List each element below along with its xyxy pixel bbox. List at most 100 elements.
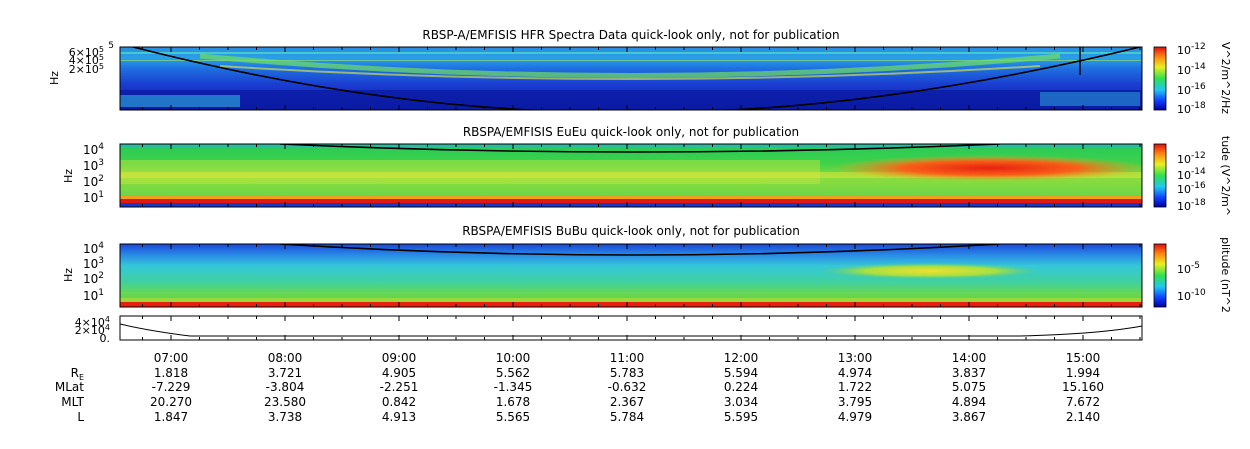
panel1-ytick-0: 6×10	[69, 46, 99, 59]
time-label: 14:00	[952, 351, 987, 365]
ephemeris-value: 3.837	[952, 366, 986, 380]
ephemeris-value: 4.974	[838, 366, 872, 380]
ephemeris-value: 5.783	[610, 366, 644, 380]
svg-text:10-12: 10-12	[1177, 151, 1206, 166]
ephemeris-value: 4.979	[838, 410, 872, 424]
panel2-title: RBSPA/EMFISIS EuEu quick-look only, not …	[463, 125, 799, 139]
ephemeris-value: 1.847	[154, 410, 188, 424]
svg-text:10-16: 10-16	[1177, 181, 1206, 196]
ephemeris-value: 5.562	[496, 366, 530, 380]
panel1-ytick-1: 4×10	[69, 54, 99, 67]
panel4-yticks: 4×104 2×104 0.	[75, 315, 110, 345]
panel3-ylabel: Hz	[62, 268, 75, 282]
ephemeris-value: -3.804	[266, 380, 305, 394]
panel4-line	[119, 323, 1143, 337]
panel2-colorbar	[1153, 143, 1167, 208]
ephemeris-value: 20.270	[150, 395, 192, 409]
ephemeris-row-label: MLT	[61, 395, 84, 409]
panel3-yticks: 104 103 102 101	[83, 241, 104, 303]
ephemeris-value: 3.867	[952, 410, 986, 424]
time-label: 08:00	[268, 351, 303, 365]
panel2-frame	[119, 143, 1143, 208]
ephemeris-value: 1.994	[1066, 366, 1100, 380]
ephemeris-value: 2.140	[1066, 410, 1100, 424]
time-axis-labels: 07:00 08:00 09:00 10:00 11:00 12:00 13:00 14:00…	[154, 351, 1101, 365]
ephemeris-value: 0.842	[382, 395, 416, 409]
ephemeris-row-label: MLat	[55, 380, 84, 394]
ephemeris-value: 5.595	[724, 410, 758, 424]
panel1-colorbar	[1153, 46, 1167, 111]
ephemeris-value: 3.721	[268, 366, 302, 380]
ephemeris-table: RE 1.818 3.721 4.905 5.562 5.783 5.594 4.974 3.8…	[55, 366, 1104, 424]
panel2-spectrogram	[120, 144, 1142, 207]
time-label: 15:00	[1066, 351, 1101, 365]
ephemeris-row-label: L	[77, 410, 84, 424]
ephemeris-value: 0.224	[724, 380, 758, 394]
panel1-yticks: 5 6×105 4×105 2×105	[69, 41, 114, 76]
ephemeris-value: 1.722	[838, 380, 872, 394]
time-label: 09:00	[382, 351, 417, 365]
panel1-frame	[119, 46, 1143, 111]
panel1-colorbar-label: V^2/m^2/Hz	[1219, 42, 1232, 114]
svg-text:0.: 0.	[100, 332, 111, 345]
panel1-ylabel: Hz	[48, 71, 61, 85]
panel1-ytick-2: 2×10	[69, 63, 99, 76]
svg-text:2×104: 2×104	[75, 323, 110, 337]
ephemeris-value: 3.738	[268, 410, 302, 424]
time-label: 13:00	[838, 351, 873, 365]
svg-text:10-12: 10-12	[1177, 42, 1206, 57]
svg-text:104: 104	[83, 142, 104, 157]
svg-text:10-10: 10-10	[1177, 288, 1206, 303]
ephemeris-value: 2.367	[610, 395, 644, 409]
svg-text:102: 102	[83, 174, 104, 189]
panel3-colorbar-label: plitude (nT^2	[1219, 237, 1232, 313]
ephemeris-row-label: RE	[71, 366, 84, 382]
ephemeris-value: -0.632	[608, 380, 647, 394]
panel2-ylabel: Hz	[62, 169, 75, 183]
ephemeris-value: 3.795	[838, 395, 872, 409]
svg-text:10-5: 10-5	[1177, 261, 1200, 276]
ephemeris-value: 3.034	[724, 395, 758, 409]
panel3-frame	[119, 243, 1143, 308]
panel1-title: RBSP-A/EMFISIS HFR Spectra Data quick-lo…	[422, 28, 839, 42]
panel1-spectrogram	[120, 47, 1142, 110]
svg-text:102: 102	[83, 271, 104, 286]
ephemeris-value: 15.160	[1062, 380, 1104, 394]
svg-text:10-16: 10-16	[1177, 82, 1206, 97]
ephemeris-value: -2.251	[380, 380, 419, 394]
ephemeris-value: 7.672	[1066, 395, 1100, 409]
ephemeris-value: 5.075	[952, 380, 986, 394]
ephemeris-value: 4.894	[952, 395, 986, 409]
ephemeris-value: 4.905	[382, 366, 416, 380]
panel3-title: RBSPA/EMFISIS BuBu quick-look only, not …	[462, 224, 800, 238]
svg-text:6×105: 6×105	[69, 45, 104, 59]
ephemeris-value: -7.229	[152, 380, 191, 394]
panel2-colorbar-label: tude (V^2/m^	[1219, 136, 1232, 216]
svg-text:10-18: 10-18	[1177, 101, 1206, 116]
time-label: 07:00	[154, 351, 189, 365]
ephemeris-value: 1.678	[496, 395, 530, 409]
time-label: 11:00	[610, 351, 645, 365]
ephemeris-value: -1.345	[494, 380, 533, 394]
svg-text:101: 101	[83, 190, 104, 205]
panel2-yticks: 104 103 102 101	[83, 142, 104, 205]
ephemeris-value: 4.913	[382, 410, 416, 424]
svg-text:103: 103	[83, 158, 104, 173]
svg-text:104: 104	[83, 241, 104, 256]
svg-text:4×104: 4×104	[75, 315, 110, 329]
panel1-ytop-label: 5	[108, 41, 114, 51]
panel3-colorbar-ticks: 10-5 10-10	[1177, 261, 1206, 303]
svg-text:10-18: 10-18	[1177, 198, 1206, 213]
svg-text:4×105: 4×105	[69, 53, 104, 67]
ephemeris-value: 1.818	[154, 366, 188, 380]
svg-text:2×105: 2×105	[69, 62, 104, 76]
ephemeris-value: 23.580	[264, 395, 306, 409]
time-label: 12:00	[724, 351, 759, 365]
time-label: 10:00	[496, 351, 531, 365]
ephemeris-value: 5.784	[610, 410, 644, 424]
panel3-spectrogram	[120, 244, 1142, 307]
panel3-colorbar	[1153, 243, 1167, 308]
svg-text:103: 103	[83, 256, 104, 271]
ephemeris-value: 5.565	[496, 410, 530, 424]
